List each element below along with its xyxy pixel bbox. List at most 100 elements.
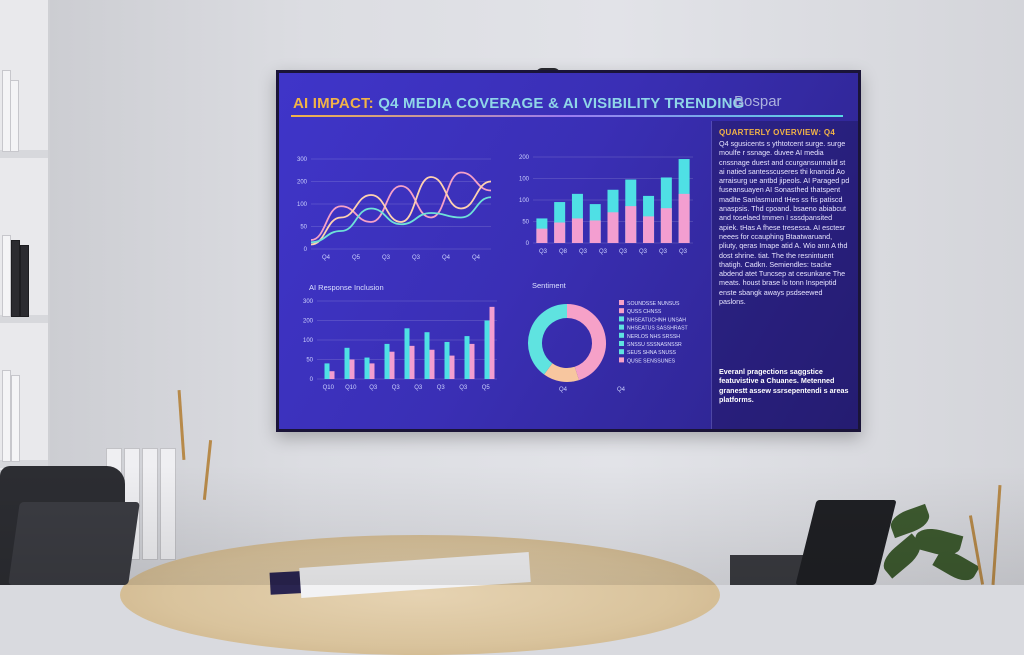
legend-label: QUSS CHNSS xyxy=(627,309,662,315)
x-tick-label: Q3 xyxy=(619,249,628,255)
legend-label: NERLOS NHS SRSSH xyxy=(627,334,680,340)
bar xyxy=(469,343,475,379)
x-tick-label: Q4 xyxy=(617,387,626,393)
bar xyxy=(404,328,410,379)
bar xyxy=(409,345,415,379)
x-tick-label: Q10 xyxy=(323,385,335,391)
bar xyxy=(424,332,430,379)
legend-swatch xyxy=(619,316,624,322)
series-line xyxy=(310,176,492,246)
x-tick-label: Q3 xyxy=(659,249,668,255)
bar xyxy=(444,341,450,379)
legend-swatch xyxy=(619,308,624,314)
y-tick-label: 200 xyxy=(303,319,314,325)
panel-divider xyxy=(711,121,712,429)
legend-label: QUSE SENSSUNES xyxy=(627,358,676,364)
x-tick-label: Q4 xyxy=(559,387,568,393)
overview-panel xyxy=(712,121,858,429)
bar-chart-top: 200 100 100 50 0 Q3 Q8 Q3 Q3 Q3 Q3 Q3 Q3 xyxy=(511,151,701,261)
bar xyxy=(464,336,470,379)
dashboard-screen: AI IMPACT: Q4 MEDIA COVERAGE & AI VISIBI… xyxy=(279,73,858,429)
book xyxy=(11,375,20,462)
y-tick-label: 50 xyxy=(306,358,313,364)
line-chart: 300 200 100 50 0 Q4 Q5 Q3 Q3 Q4 Q4 xyxy=(287,153,497,265)
bar xyxy=(678,193,690,243)
y-tick-label: 300 xyxy=(303,299,314,305)
y-tick-label: 300 xyxy=(297,157,308,163)
bar-chart-bottom-svg: 300 200 100 50 0 Q10 Q10 Q3 Q3 Q3 Q3 Q3 Q5 xyxy=(303,299,497,391)
legend-swatch xyxy=(619,357,624,363)
book xyxy=(10,80,19,152)
bar xyxy=(589,220,601,243)
legend-label: SOUNDSSE NUNSUS xyxy=(627,301,680,307)
binder xyxy=(160,448,176,560)
bar xyxy=(484,320,490,379)
legend-label: NHSEATUCHNH UNSAH xyxy=(627,317,686,323)
y-tick-label: 50 xyxy=(522,220,529,226)
x-tick-label: Q3 xyxy=(539,249,548,255)
bar xyxy=(660,208,672,243)
title-underline xyxy=(291,115,843,117)
binder xyxy=(142,448,158,560)
bar xyxy=(625,206,637,243)
x-tick-label: Q3 xyxy=(679,249,688,255)
x-tick-label: Q3 xyxy=(392,385,401,391)
bar xyxy=(329,371,335,379)
book xyxy=(2,370,11,462)
x-tick-label: Q5 xyxy=(482,385,491,391)
bar xyxy=(344,347,350,379)
legend-label: SNSSU SSSNASNSSR xyxy=(627,342,682,348)
bookshelf xyxy=(0,0,50,470)
y-tick-label: 50 xyxy=(300,225,307,231)
bar xyxy=(429,349,435,379)
ai-response-inclusion-title: AI Response Inclusion xyxy=(309,283,384,292)
brand-logo: Bospar xyxy=(734,93,782,110)
y-tick-label: 100 xyxy=(303,338,314,344)
x-tick-label: Q3 xyxy=(599,249,608,255)
x-tick-label: Q4 xyxy=(322,255,331,261)
y-tick-label: 0 xyxy=(526,241,530,247)
donut-chart-svg: Q4 Q4 SOUNDSSE NUNSUS QUSS CHNSS NHSEATUCHNH… xyxy=(528,300,689,393)
legend-swatch xyxy=(619,324,624,330)
book xyxy=(11,240,20,317)
bar xyxy=(607,212,619,243)
x-tick-label: Q10 xyxy=(345,385,357,391)
bar xyxy=(364,357,370,379)
x-tick-label: Q3 xyxy=(459,385,468,391)
bar xyxy=(571,218,583,243)
x-tick-label: Q3 xyxy=(382,255,391,261)
x-tick-label: Q3 xyxy=(579,249,588,255)
bar xyxy=(449,355,455,379)
y-tick-label: 200 xyxy=(297,180,308,186)
donut-slice xyxy=(566,304,606,381)
bar xyxy=(489,306,495,379)
x-tick-label: Q3 xyxy=(369,385,378,391)
bar xyxy=(554,222,566,243)
legend-swatch xyxy=(619,341,624,346)
book xyxy=(2,235,11,317)
bar xyxy=(349,359,355,379)
x-tick-label: Q8 xyxy=(559,249,568,255)
x-tick-label: Q3 xyxy=(414,385,423,391)
y-tick-label: 0 xyxy=(310,377,314,383)
y-tick-label: 100 xyxy=(519,177,530,183)
shelf-board xyxy=(0,150,48,158)
overview-body: Q4 sgusicents s ythtotcent surge. surge … xyxy=(719,139,850,307)
bar xyxy=(389,351,395,379)
overview-footer: Everanl pragections saggstice featuvisti… xyxy=(719,367,849,404)
y-tick-label: 100 xyxy=(297,202,308,208)
x-tick-label: Q4 xyxy=(472,255,481,261)
x-tick-label: Q3 xyxy=(412,255,421,261)
shelf-board xyxy=(0,315,48,323)
bar-chart-bottom: 300 200 100 50 0 Q10 Q10 Q3 Q3 Q3 Q3 Q3 Q5 xyxy=(293,295,503,395)
y-tick-label: 200 xyxy=(519,155,530,161)
series-line xyxy=(310,171,492,241)
wall-tv: AI IMPACT: Q4 MEDIA COVERAGE & AI VISIBI… xyxy=(276,70,861,432)
dashboard-title: AI IMPACT: Q4 MEDIA COVERAGE & AI VISIBI… xyxy=(293,95,744,112)
sentiment-donut-chart: Q4 Q4 SOUNDSSE NUNSUS QUSS CHNSS NHSEATUCHNH… xyxy=(519,295,699,395)
legend-swatch xyxy=(619,332,624,338)
x-tick-label: Q4 xyxy=(442,255,451,261)
line-chart-svg: 300 200 100 50 0 Q4 Q5 Q3 Q3 Q4 Q4 xyxy=(297,157,492,261)
y-tick-label: 0 xyxy=(304,247,308,253)
shelf-board xyxy=(0,460,48,468)
